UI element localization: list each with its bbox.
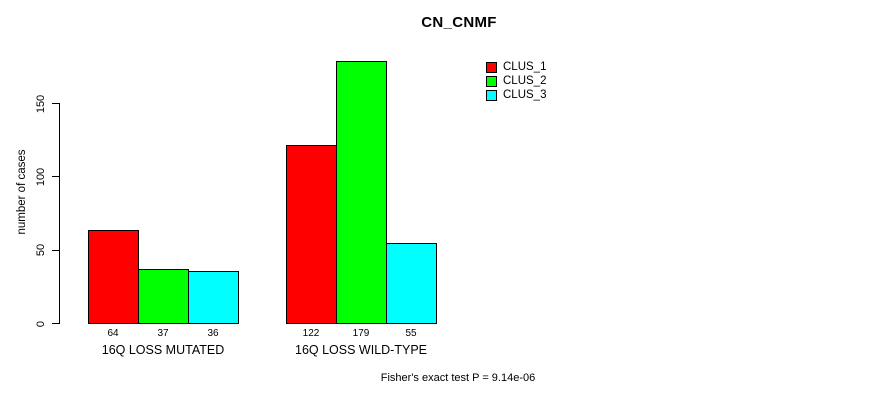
pvalue-annotation: Fisher's exact test P = 9.14e-06	[380, 372, 536, 384]
bar-value-clus-3-16q-loss-wild-type: 55	[405, 328, 417, 339]
bar-value-clus-2-16q-loss-wild-type: 179	[352, 328, 370, 339]
bar-value-clus-1-16q-loss-wild-type: 122	[302, 328, 320, 339]
chart-title: CN_CNMF	[421, 14, 497, 31]
legend-label-clus-1: CLUS_1	[503, 61, 547, 73]
bar-clus-2-16q-loss-wild-type	[336, 60, 387, 325]
y-tick-50	[52, 249, 59, 251]
y-tick-label-50: 50	[35, 244, 47, 257]
bar-clus-3-16q-loss-mutated	[188, 270, 239, 325]
y-tick-label-100: 100	[35, 167, 47, 187]
legend-label-clus-2: CLUS_2	[503, 75, 547, 87]
legend-item-clus-1: CLUS_1	[486, 61, 546, 73]
legend-swatch-clus-3	[486, 89, 497, 101]
legend: CLUS_1 CLUS_2 CLUS_3	[486, 61, 546, 101]
legend-item-clus-2: CLUS_2	[486, 75, 546, 87]
y-tick-150	[52, 103, 59, 104]
legend-item-clus-3: CLUS_3	[486, 89, 546, 101]
x-category-label-16q-loss-wild-type: 16Q LOSS WILD-TYPE	[295, 343, 427, 357]
legend-swatch-clus-1	[486, 61, 497, 73]
x-category-label-16q-loss-mutated: 16Q LOSS MUTATED	[101, 343, 225, 357]
y-tick-label-150: 150	[35, 94, 47, 113]
y-axis-label: number of cases	[16, 149, 28, 235]
bar-clus-1-16q-loss-wild-type	[286, 144, 337, 325]
legend-label-clus-3: CLUS_3	[503, 89, 547, 101]
bar-clus-1-16q-loss-mutated	[88, 229, 139, 325]
y-tick-0	[52, 323, 59, 324]
bar-value-clus-3-16q-loss-mutated: 36	[207, 328, 219, 339]
legend-swatch-clus-2	[486, 75, 497, 87]
y-tick-label-0: 0	[35, 320, 47, 327]
bar-value-clus-2-16q-loss-mutated: 37	[157, 328, 169, 339]
bar-clus-2-16q-loss-mutated	[138, 269, 189, 325]
bar-clus-3-16q-loss-wild-type	[386, 242, 437, 325]
y-tick-100	[52, 176, 59, 178]
y-axis-line	[59, 103, 60, 324]
bar-value-clus-1-16q-loss-mutated: 64	[107, 328, 119, 339]
